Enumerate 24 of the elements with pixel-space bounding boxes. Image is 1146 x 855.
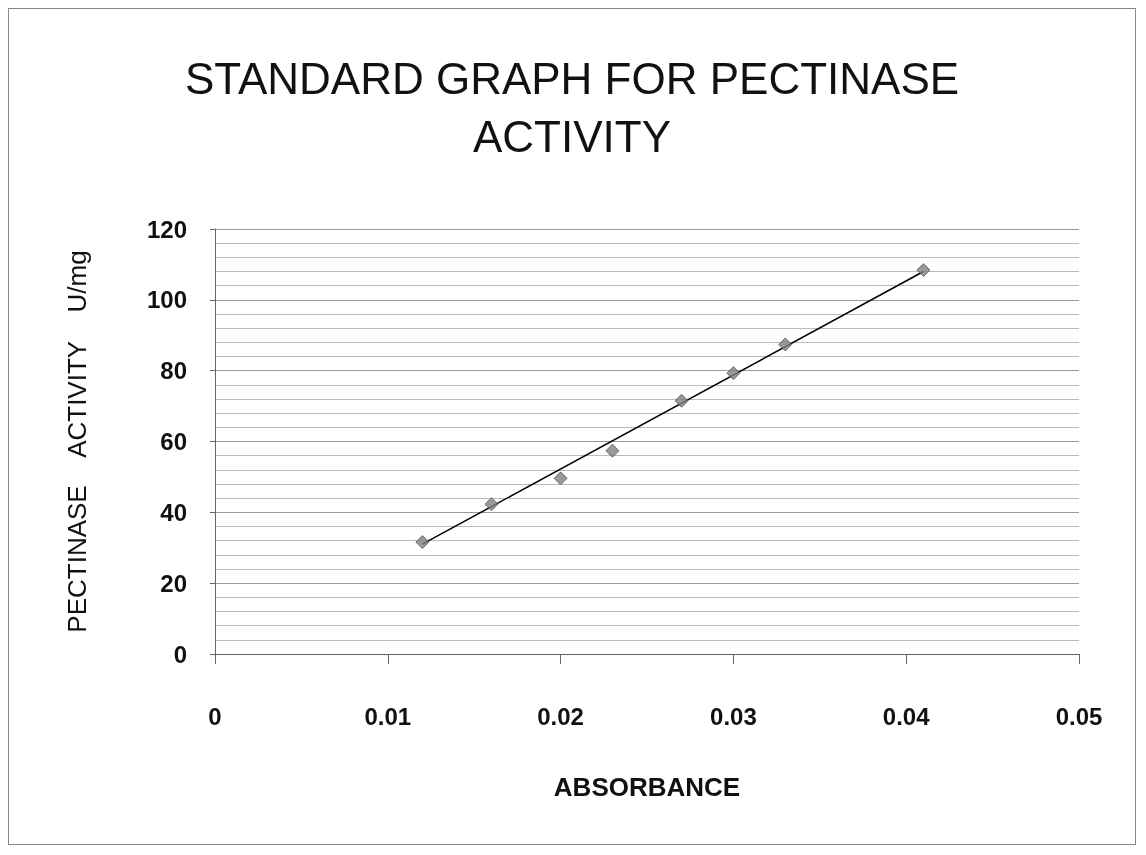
y-tick-label: 80 xyxy=(160,357,187,385)
x-tick-label: 0.05 xyxy=(1055,702,1103,730)
x-axis-title: ABSORBANCE xyxy=(553,772,741,802)
x-tick-label: 0.02 xyxy=(537,702,584,730)
point xyxy=(916,263,931,278)
point xyxy=(778,337,793,352)
point xyxy=(484,497,499,512)
y-axis-title: PECTINASE ACTIVITY U/mg xyxy=(62,250,92,633)
point xyxy=(553,471,568,486)
point xyxy=(415,535,430,550)
y-tick-label: 40 xyxy=(160,498,187,526)
y-tick-label: 100 xyxy=(146,286,187,314)
chart-title: STANDARD GRAPH FOR PECTINASE ACTIVITY xyxy=(184,53,960,161)
point xyxy=(726,366,741,381)
x-tick-label: 0.04 xyxy=(882,702,931,730)
point xyxy=(605,443,620,458)
y-tick-label: 60 xyxy=(160,428,187,455)
y-tick-label: 20 xyxy=(160,569,187,597)
y-tick-label: 0 xyxy=(173,640,187,668)
x-tick-label: 0.01 xyxy=(364,702,412,730)
point xyxy=(674,393,689,408)
x-tick-label: 0.03 xyxy=(710,702,757,730)
x-tick-label: 0 xyxy=(208,702,222,730)
y-tick-label: 120 xyxy=(146,215,187,243)
